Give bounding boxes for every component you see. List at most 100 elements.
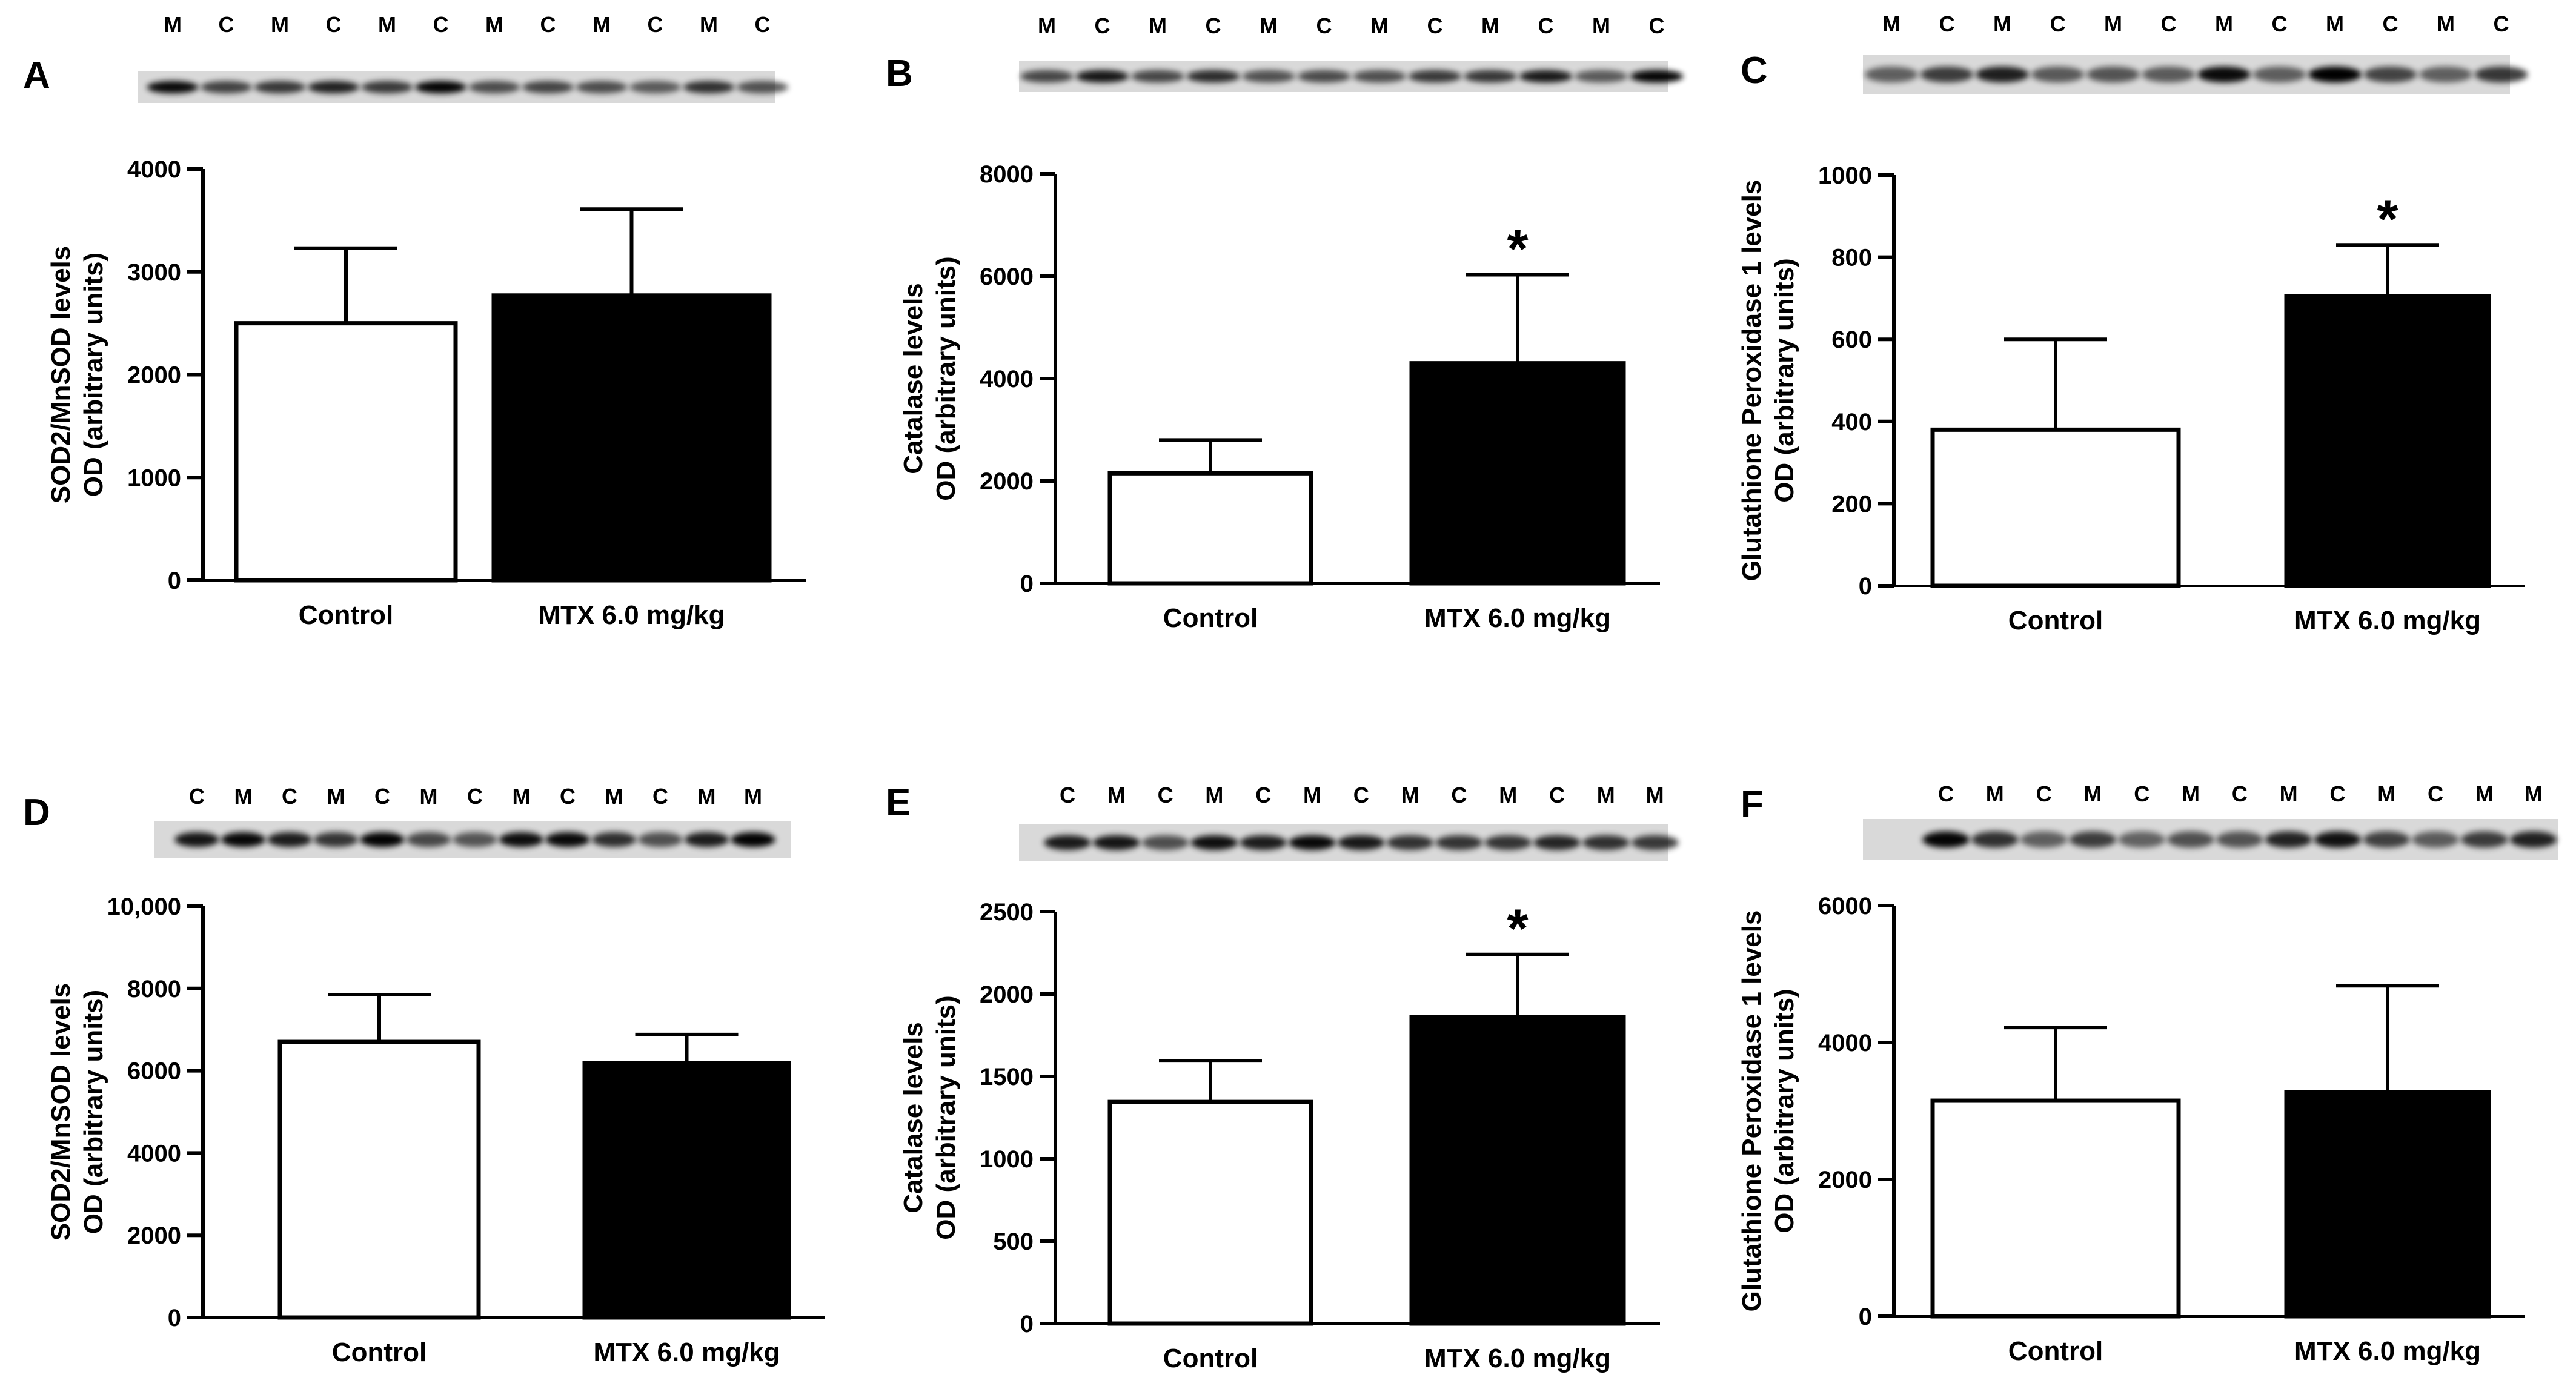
blot-lane-label: M (1993, 12, 2011, 36)
blot-lane-label: C (219, 12, 234, 37)
x-category-label: MTX 6.0 mg/kg (2294, 606, 2481, 635)
blot-band (174, 832, 219, 847)
blot-lane-label: C (1206, 13, 1221, 38)
x-category-label: MTX 6.0 mg/kg (2294, 1336, 2481, 1366)
blot-band (1435, 835, 1483, 850)
blot-lane-label: C (652, 784, 668, 809)
significance-asterisk: * (1507, 899, 1528, 960)
blot-band (1075, 70, 1129, 83)
blot-lane-label: C (1549, 783, 1565, 807)
blot-lane-label: M (1597, 783, 1615, 807)
y-tick-label: 2000 (1818, 1167, 1872, 1193)
blot-lane-label: M (513, 784, 531, 809)
blot-band (2474, 66, 2528, 83)
blot-band (2118, 831, 2165, 848)
blot-band (1240, 835, 1287, 850)
bar-control (1930, 1098, 2181, 1319)
panel-letter: F (1741, 783, 1764, 825)
blot-band (1484, 835, 1532, 850)
blot-lane-label: C (560, 784, 576, 809)
blot-lane-label: C (1060, 783, 1075, 807)
y-axis-title: OD (arbitrary units) (1770, 258, 1799, 502)
blot-lane-label: C (1427, 13, 1443, 38)
blot-band (1976, 66, 2029, 83)
y-tick-label: 1000 (1818, 162, 1872, 189)
blot-lane-label: M (1401, 783, 1419, 807)
bar-mtx (2284, 294, 2491, 588)
bar-mtx (582, 1061, 791, 1320)
blot-lane-label: M (1499, 783, 1517, 807)
blot-band (1297, 70, 1351, 83)
blot-band (2363, 831, 2410, 848)
blot-band (2216, 831, 2263, 848)
blot-band (591, 832, 637, 847)
blot-band (2252, 66, 2306, 83)
blot-band (406, 832, 451, 847)
blot-band (629, 81, 681, 94)
blot-band (1630, 70, 1684, 83)
y-tick-label: 2000 (127, 1222, 181, 1249)
blot-lane-label: M (1986, 781, 2004, 806)
y-tick-label: 8000 (127, 976, 181, 1003)
blot-band (1242, 70, 1295, 83)
blot-band (1408, 70, 1462, 83)
blot-band (1353, 70, 1406, 83)
blot-lane-label: C (2329, 781, 2345, 806)
blot-lane-label: C (1158, 783, 1173, 807)
blot-band (1920, 66, 1974, 83)
blot-lane-label: C (1649, 13, 1665, 38)
x-category-label: MTX 6.0 mg/kg (1424, 1344, 1611, 1373)
y-tick-label: 1500 (980, 1064, 1034, 1090)
blot-lane-label: C (374, 784, 390, 809)
panel-c: C M C M C M C M C M C M C 0 200 400 600 800 1000 Glutathion… (1737, 12, 2528, 635)
blot-band (2265, 831, 2312, 848)
y-axis-title: OD (arbitrary units) (79, 253, 108, 497)
blot-lane-label: C (1538, 13, 1554, 38)
blot-band (731, 832, 775, 847)
blot-band (221, 832, 266, 847)
blot-lane-label: M (1107, 783, 1126, 807)
y-tick-label: 0 (1859, 1304, 1872, 1330)
blot-band (308, 81, 359, 94)
x-category-label: Control (299, 600, 393, 630)
blot-lane-label: M (1038, 13, 1056, 38)
significance-asterisk: * (1507, 219, 1528, 279)
blot-band (1971, 831, 2019, 848)
blot-band (2197, 66, 2251, 83)
blot-band (453, 832, 497, 847)
y-axis-title: SOD2/MnSOD levels (46, 983, 76, 1241)
y-tick-label: 0 (1020, 1311, 1034, 1338)
blot-lane-label: M (164, 12, 182, 37)
y-tick-label: 400 (1831, 409, 1872, 436)
bar-control (1107, 471, 1313, 586)
y-tick-label: 4000 (127, 1140, 181, 1167)
blot-band (2020, 831, 2068, 848)
blot-band (1464, 70, 1517, 83)
blot-lane-label: M (2475, 781, 2494, 806)
blot-band (468, 81, 520, 94)
blot-lane-label: C (2134, 781, 2149, 806)
blot-lane-label: C (2383, 12, 2398, 36)
x-category-label: MTX 6.0 mg/kg (1424, 603, 1611, 633)
panel-b: B M C M C M C M C M C M C 0 2000 4000 6000 8000 Catalase l… (886, 13, 1684, 633)
blot-lane-label: C (2272, 12, 2288, 36)
blot-band (1044, 835, 1091, 850)
blot-band (267, 832, 312, 847)
blot-band (2308, 66, 2362, 83)
blot-band (1631, 835, 1679, 850)
blot-band (1186, 70, 1240, 83)
significance-asterisk: * (2377, 189, 2398, 250)
blot-lane-label: C (648, 12, 663, 37)
panel-a: A M C M C M C M C M C M C 0 1000 2000 3000 4000 SOD2/MnSOD… (23, 12, 806, 630)
blot-lane-label: C (2428, 781, 2443, 806)
blot-band (1131, 70, 1184, 83)
x-category-label: Control (2008, 606, 2103, 635)
y-tick-label: 4000 (1818, 1030, 1872, 1056)
blot-lane-label: M (1260, 13, 1278, 38)
blot-band (1338, 835, 1385, 850)
blot-lane-label: C (467, 784, 483, 809)
blot-band (2031, 66, 2085, 83)
blot-lane-label: C (540, 12, 556, 37)
blot-lane-label: C (1095, 13, 1110, 38)
